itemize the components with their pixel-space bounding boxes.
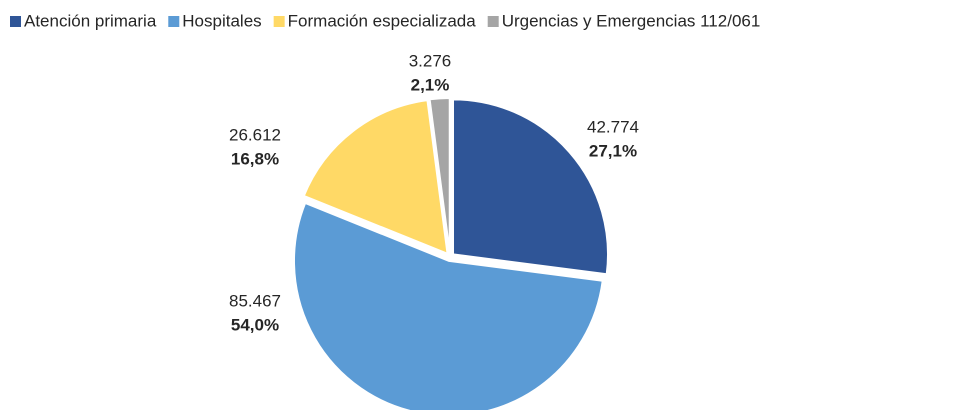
legend-swatch (168, 16, 180, 27)
legend-label: Formación especializada (288, 11, 477, 30)
percentage-label: 2,1% (411, 75, 450, 94)
pie-slice (428, 97, 451, 254)
legend-swatch (273, 16, 285, 27)
value-label: 42.774 (587, 117, 639, 136)
pie-slice (293, 201, 604, 410)
pie-slice (302, 99, 449, 256)
value-label: 26.612 (229, 125, 281, 144)
legend-label: Hospitales (182, 11, 261, 30)
value-label: 3.276 (409, 51, 452, 70)
pie-slice (452, 98, 610, 276)
percentage-label: 54,0% (231, 315, 279, 334)
value-label: 85.467 (229, 291, 281, 310)
percentage-label: 16,8% (231, 149, 279, 168)
legend-label: Urgencias y Emergencias 112/061 (502, 11, 761, 30)
legend-swatch (487, 16, 499, 27)
legend-label: Atención primaria (24, 11, 157, 30)
legend-swatch (10, 16, 21, 27)
percentage-label: 27,1% (589, 141, 637, 160)
